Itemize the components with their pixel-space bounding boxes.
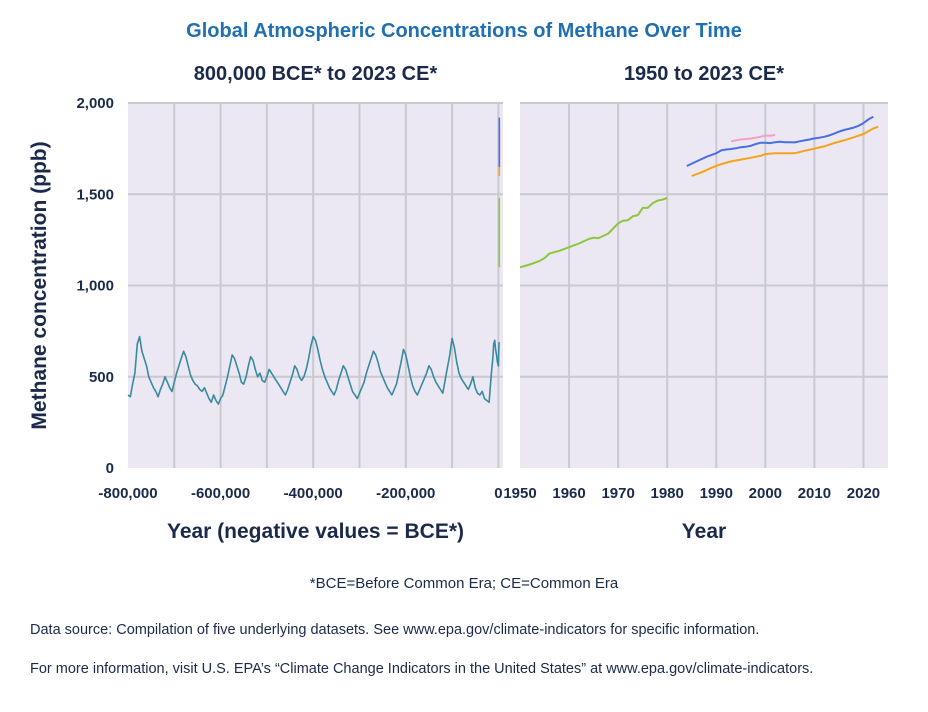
x-tick-label: 1970: [601, 485, 634, 502]
x-tick-label: 1990: [700, 485, 733, 502]
chart-main-title: Global Atmospheric Concentrations of Met…: [186, 20, 742, 42]
panel-title: 1950 to 2023 CE*: [624, 63, 784, 85]
data-source-note: Data source: Compilation of five underly…: [30, 622, 760, 638]
x-tick-label: 2000: [749, 485, 782, 502]
series-line-1: [686, 115, 874, 167]
panel-1950-2023: 1950 to 2023 CE* 1950 1960 1970 1980 1990 2000…: [503, 63, 888, 543]
x-tick-label: 2020: [847, 485, 880, 502]
x-tick-label: 0: [494, 485, 502, 502]
more-info-note: For more information, visit U.S. EPA’s “…: [30, 661, 814, 677]
y-tick-label: 1,000: [76, 278, 114, 295]
footnote: *BCE=Before Common Era; CE=Common Era: [309, 575, 619, 592]
series-line-3: [691, 125, 879, 177]
x-tick-label: 2010: [798, 485, 831, 502]
series-line-0: [519, 196, 668, 269]
x-tick-label: -200,000: [376, 485, 435, 502]
y-tick-label: 500: [89, 369, 114, 386]
series-line-2: [730, 133, 776, 143]
series-line-0: [127, 335, 500, 405]
y-tick-label: 0: [106, 460, 114, 477]
x-tick-label: 1960: [552, 485, 585, 502]
x-tick-label: 1950: [503, 485, 536, 502]
x-axis-label: Year: [682, 520, 726, 543]
x-tick-label: -800,000: [98, 485, 157, 502]
y-tick-label: 1,500: [76, 186, 114, 203]
y-axis-label: Methane concentration (ppb): [28, 141, 51, 429]
y-tick-label: 2,000: [76, 95, 114, 112]
panel-title: 800,000 BCE* to 2023 CE*: [194, 63, 438, 85]
x-tick-label: -600,000: [191, 485, 250, 502]
panel-800000-bce: 800,000 BCE* to 2023 CE* -800,000 -600,000…: [28, 63, 503, 543]
x-axis-label: Year (negative values = BCE*): [167, 520, 464, 543]
x-tick-label: -400,000: [284, 485, 343, 502]
x-tick-label: 1980: [651, 485, 684, 502]
